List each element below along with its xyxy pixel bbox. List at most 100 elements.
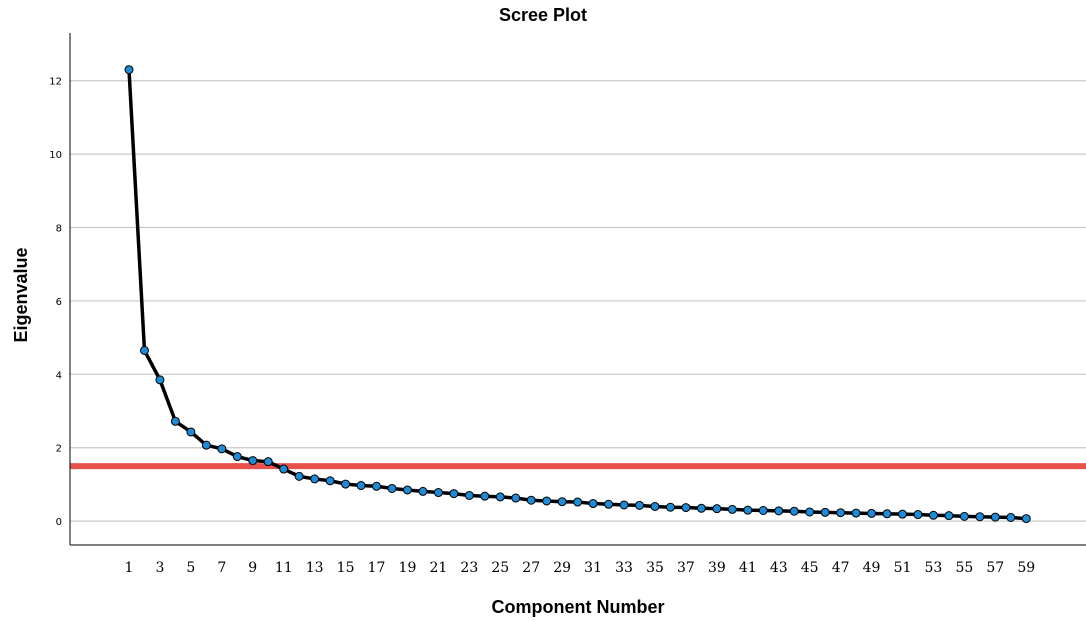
data-point-24: [480, 491, 490, 501]
x-tick-label: 21: [429, 560, 447, 576]
data-point-59: [1021, 514, 1031, 524]
x-tick-label: 47: [832, 560, 850, 576]
data-point-3: [155, 375, 165, 385]
data-point-42: [758, 505, 768, 515]
data-point-33: [619, 500, 629, 510]
data-point-8: [232, 452, 242, 462]
x-tick-label: 27: [522, 560, 540, 576]
x-tick-label: 19: [399, 560, 417, 576]
y-tick-label: 4: [56, 370, 62, 381]
data-point-41: [743, 505, 753, 515]
x-axis-title: Component Number: [492, 597, 665, 617]
data-point-12: [294, 471, 304, 481]
data-point-32: [604, 499, 614, 509]
x-tick-label: 33: [615, 560, 633, 576]
x-tick-label: 53: [925, 560, 943, 576]
data-point-47: [836, 508, 846, 518]
y-tick-label: 12: [49, 77, 62, 88]
data-point-10: [263, 457, 273, 467]
x-tick-label: 57: [986, 560, 1004, 576]
x-tick-label: 3: [155, 560, 164, 576]
x-tick-label: 37: [677, 560, 695, 576]
y-tick-label: 8: [56, 224, 62, 235]
x-tick-label: 15: [337, 560, 355, 576]
data-point-5: [186, 427, 196, 437]
data-point-14: [325, 476, 335, 486]
data-point-30: [573, 497, 583, 507]
gridlines: [70, 80, 1086, 522]
data-point-28: [542, 496, 552, 506]
data-point-49: [867, 508, 877, 518]
x-tick-label: 9: [248, 560, 257, 576]
data-point-29: [557, 497, 567, 507]
data-point-35: [650, 501, 660, 511]
y-tick-label: 2: [56, 444, 62, 455]
y-tick-labels: 0 2 4 6 8 10 12: [49, 77, 62, 528]
data-point-45: [805, 507, 815, 517]
data-point-18: [387, 483, 397, 493]
data-point-46: [820, 507, 830, 517]
data-point-19: [402, 485, 412, 495]
data-point-26: [511, 493, 521, 503]
data-point-31: [588, 499, 598, 509]
chart-title: Scree Plot: [499, 5, 587, 25]
data-point-39: [712, 504, 722, 514]
data-point-13: [310, 474, 320, 484]
x-tick-label: 49: [863, 560, 881, 576]
data-point-11: [279, 464, 289, 474]
x-tick-label: 25: [491, 560, 509, 576]
data-point-2: [139, 345, 149, 355]
data-point-38: [696, 503, 706, 513]
x-tick-label: 17: [368, 560, 386, 576]
data-point-4: [170, 416, 180, 426]
axes: [69, 33, 1086, 546]
data-point-48: [851, 508, 861, 518]
data-point-53: [928, 510, 938, 520]
data-point-22: [449, 489, 459, 499]
x-tick-label: 59: [1017, 560, 1035, 576]
x-tick-label: 35: [646, 560, 664, 576]
data-point-55: [959, 511, 969, 521]
y-axis-title: Eigenvalue: [11, 247, 31, 342]
data-point-6: [201, 440, 211, 450]
data-point-16: [356, 481, 366, 491]
data-point-34: [635, 500, 645, 510]
data-point-52: [913, 510, 923, 520]
data-point-43: [774, 506, 784, 516]
data-point-25: [495, 492, 505, 502]
data-point-36: [665, 502, 675, 512]
x-tick-label: 31: [584, 560, 602, 576]
y-tick-label: 0: [56, 517, 62, 528]
x-tick-label: 29: [553, 560, 571, 576]
x-tick-label: 39: [708, 560, 726, 576]
x-tick-label: 1: [125, 560, 134, 576]
x-tick-label: 13: [306, 560, 324, 576]
x-tick-label: 23: [460, 560, 478, 576]
series-line: [127, 69, 1027, 521]
data-point-17: [372, 481, 382, 491]
series-group: [124, 65, 1031, 524]
data-point-58: [1006, 512, 1016, 522]
x-tick-label: 45: [801, 560, 819, 576]
x-tick-label: 43: [770, 560, 788, 576]
y-tick-label: 6: [56, 297, 62, 308]
x-tick-label: 55: [955, 560, 973, 576]
x-tick-label: 11: [275, 560, 293, 576]
data-point-23: [464, 490, 474, 500]
data-point-15: [341, 479, 351, 489]
x-tick-label: 51: [894, 560, 912, 576]
data-point-37: [681, 503, 691, 513]
data-point-9: [248, 456, 258, 466]
data-point-1: [124, 65, 134, 75]
data-point-44: [789, 506, 799, 516]
data-point-40: [727, 504, 737, 514]
data-point-20: [418, 486, 428, 496]
x-tick-label: 5: [186, 560, 195, 576]
data-point-56: [975, 512, 985, 522]
x-tick-labels: 1 3 5 7 9 11 13 15 17 19 21 23 25 27 29 31 33 35 37 39 41 43 4…: [125, 560, 1036, 576]
x-tick-label: 41: [739, 560, 757, 576]
data-point-7: [217, 444, 227, 454]
data-point-51: [898, 509, 907, 519]
data-point-50: [882, 509, 892, 519]
